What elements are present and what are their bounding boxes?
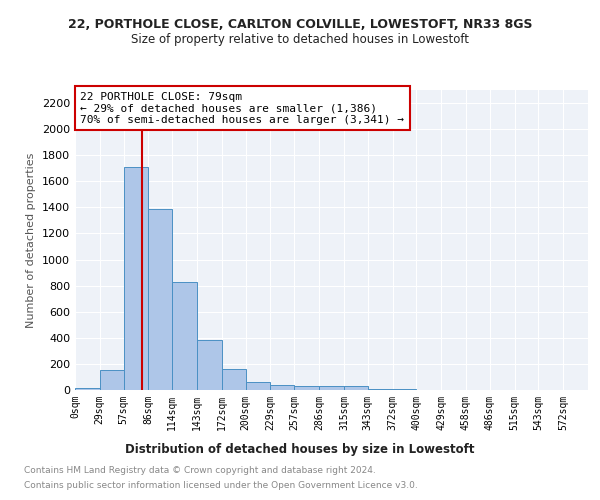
Bar <box>295 386 319 390</box>
Bar <box>148 208 172 390</box>
Bar <box>172 282 197 390</box>
Text: Distribution of detached houses by size in Lowestoft: Distribution of detached houses by size … <box>125 442 475 456</box>
Bar <box>271 386 295 390</box>
Bar <box>75 388 100 390</box>
Bar <box>319 386 344 390</box>
Text: Contains HM Land Registry data © Crown copyright and database right 2024.: Contains HM Land Registry data © Crown c… <box>24 466 376 475</box>
Text: Size of property relative to detached houses in Lowestoft: Size of property relative to detached ho… <box>131 32 469 46</box>
Y-axis label: Number of detached properties: Number of detached properties <box>26 152 37 328</box>
Text: Contains public sector information licensed under the Open Government Licence v3: Contains public sector information licen… <box>24 481 418 490</box>
Bar <box>124 167 148 390</box>
Bar <box>344 386 368 390</box>
Text: 22 PORTHOLE CLOSE: 79sqm
← 29% of detached houses are smaller (1,386)
70% of sem: 22 PORTHOLE CLOSE: 79sqm ← 29% of detach… <box>80 92 404 124</box>
Bar <box>368 388 392 390</box>
Bar <box>100 370 124 390</box>
Bar <box>246 382 271 390</box>
Bar <box>222 369 246 390</box>
Text: 22, PORTHOLE CLOSE, CARLTON COLVILLE, LOWESTOFT, NR33 8GS: 22, PORTHOLE CLOSE, CARLTON COLVILLE, LO… <box>68 18 532 30</box>
Bar <box>197 340 222 390</box>
